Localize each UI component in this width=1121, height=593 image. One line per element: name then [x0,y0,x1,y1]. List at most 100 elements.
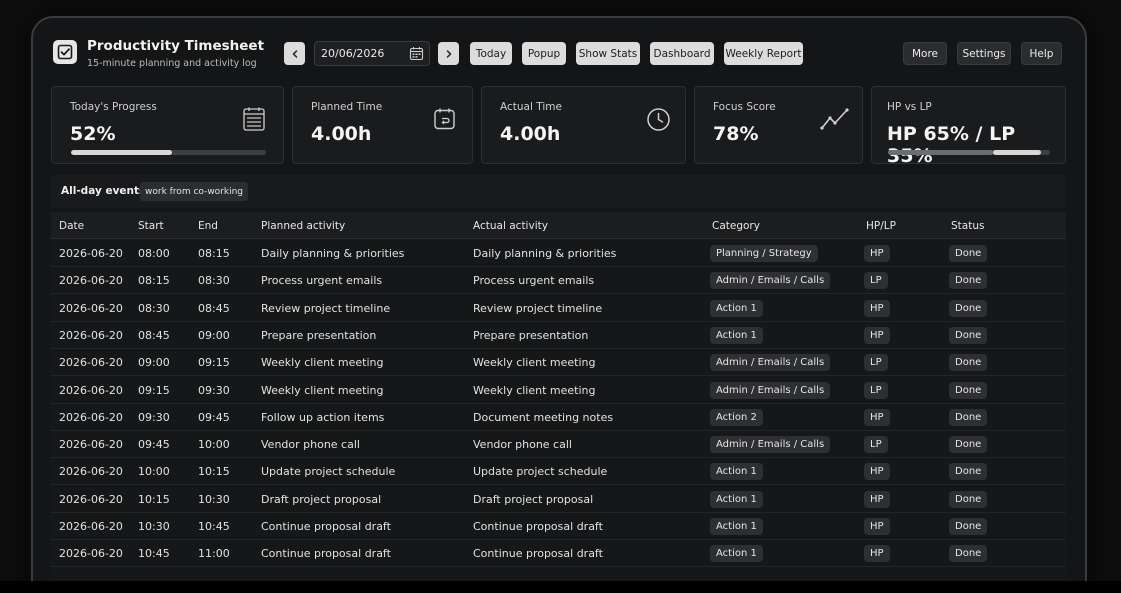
table-row[interactable]: 2026-06-20 08:00 08:15 Daily planning & pri… [51,240,1066,267]
table-row[interactable]: 2026-06-20 10:30 10:45 Continue proposal dr… [51,513,1066,540]
cell-date: 2026-06-20 [59,410,123,424]
table-row[interactable]: 2026-06-20 09:15 09:30 Weekly client meetin… [51,377,1066,404]
table-row[interactable]: 2026-06-20 08:30 08:45 Review project timel… [51,295,1066,322]
hplp-badge[interactable]: LP [864,436,888,454]
cell-end: 09:00 [198,328,230,342]
status-badge[interactable]: Done [949,463,988,481]
status-badge[interactable]: Done [949,545,988,563]
table-row[interactable]: 2026-06-20 10:00 10:15 Update project sched… [51,458,1066,486]
hp-bar-segment [888,150,994,155]
table-row[interactable]: 2026-06-20 09:00 09:15 Weekly client meetin… [51,349,1066,377]
cell-end: 08:15 [198,247,230,260]
status-badge[interactable]: Done [949,408,988,426]
column-header-actual[interactable]: Actual activity [473,220,548,232]
category-badge[interactable]: Action 1 [710,518,763,535]
status-badge[interactable]: Done [949,381,988,399]
table-row[interactable]: 2026-06-20 10:45 11:00 Continue proposal dr… [51,540,1066,568]
hplp-badge[interactable]: HP [864,490,890,508]
column-header-hplp[interactable]: HP/LP [866,220,896,232]
table-row[interactable]: 2026-06-20 09:30 09:45 Follow up action ite… [51,404,1066,431]
dashboard-button[interactable]: Dashboard [650,42,714,65]
status-badge[interactable]: Done [949,436,988,454]
category-badge[interactable]: Action 2 [710,408,763,426]
weekly-report-button[interactable]: Weekly Report [724,42,803,65]
column-header-start[interactable]: Start [138,220,164,232]
prev-day-button[interactable] [284,42,305,65]
hplp-badge[interactable]: HP [864,299,890,317]
category-badge[interactable]: Planning / Strategy [710,245,818,262]
chevron-left-icon [291,49,297,58]
category-badge[interactable]: Admin / Emails / Calls [710,272,831,290]
hplp-badge[interactable]: HP [864,326,890,344]
cell-actual-activity: Process urgent emails [473,274,595,288]
hplp-badge[interactable]: HP [864,463,890,481]
table-row[interactable]: 2026-06-20 10:15 10:30 Draft project propos… [51,486,1066,513]
actual-time-label: Actual Time [500,101,562,113]
today-button[interactable]: Today [470,42,512,65]
cell-actual-activity: Weekly client meeting [473,356,596,370]
popup-button[interactable]: Popup [522,42,566,65]
cell-planned-activity: Weekly client meeting [261,383,384,397]
hp-vs-lp-value: HP 65% / LP 35% [887,123,1016,167]
hplp-badge[interactable]: LP [864,381,888,399]
help-button[interactable]: Help [1021,42,1062,65]
table-row[interactable]: 2026-06-20 08:45 09:00 Prepare presentation… [51,322,1066,349]
next-day-button[interactable] [438,42,459,65]
cell-planned-activity: Follow up action items [261,410,385,424]
category-badge[interactable]: Action 1 [710,326,763,344]
status-badge[interactable]: Done [949,272,988,290]
progress-bar [71,150,266,155]
column-header-category[interactable]: Category [712,220,760,232]
hplp-badge[interactable]: HP [864,245,890,262]
hplp-badge[interactable]: HP [864,408,890,426]
category-badge[interactable]: Action 1 [710,490,763,508]
category-badge[interactable]: Action 1 [710,299,763,317]
status-badge[interactable]: Done [949,518,988,535]
calendar-icon[interactable] [409,46,424,61]
column-header-status[interactable]: Status [951,220,985,232]
show-stats-button[interactable]: Show Stats [576,42,640,65]
status-badge[interactable]: Done [949,490,988,508]
cell-start: 08:00 [138,247,170,260]
category-badge[interactable]: Admin / Emails / Calls [710,436,831,454]
cell-start: 10:15 [138,492,170,506]
table-row[interactable]: 2026-06-20 09:45 10:00 Vendor phone call Ven… [51,431,1066,459]
settings-button[interactable]: Settings [957,42,1011,65]
planned-time-value: 4.00h [311,123,372,145]
column-header-date[interactable]: Date [59,220,85,232]
focus-score-value: 78% [713,123,759,145]
cell-end: 11:00 [198,547,230,561]
hplp-badge[interactable]: HP [864,518,890,535]
all-day-event-chip[interactable]: work from co-working [140,182,249,201]
hplp-badge[interactable]: HP [864,545,890,563]
category-badge[interactable]: Admin / Emails / Calls [710,381,831,399]
cell-start: 08:30 [138,301,170,315]
calendar-icon [434,108,455,130]
status-badge[interactable]: Done [949,354,988,372]
table-header: Date Start End Planned activity Actual a… [51,212,1066,239]
status-badge[interactable]: Done [949,299,988,317]
cell-date: 2026-06-20 [59,520,123,533]
cell-date: 2026-06-20 [59,301,123,315]
hp-lp-bar [888,150,1050,155]
cell-end: 09:30 [198,383,230,397]
category-badge[interactable]: Action 1 [710,545,763,563]
cell-end: 10:15 [198,465,230,479]
column-header-planned[interactable]: Planned activity [261,220,346,232]
actual-time-card: Actual Time 4.00h [481,86,686,164]
progress-bar-fill [71,150,173,155]
status-badge[interactable]: Done [949,326,988,344]
column-header-end[interactable]: End [198,220,218,232]
cell-start: 09:30 [138,410,170,424]
more-button[interactable]: More [903,42,947,65]
date-input[interactable]: 20/06/2026 [314,41,430,66]
hplp-badge[interactable]: LP [864,354,888,372]
status-badge[interactable]: Done [949,245,988,262]
category-badge[interactable]: Action 1 [710,463,763,481]
hplp-badge[interactable]: LP [864,272,888,290]
category-badge[interactable]: Admin / Emails / Calls [710,354,831,372]
cell-actual-activity: Prepare presentation [473,328,589,342]
cell-planned-activity: Daily planning & priorities [261,247,405,260]
table-row[interactable]: 2026-06-20 08:15 08:30 Process urgent email… [51,267,1066,295]
focus-score-card: Focus Score 78% [694,86,863,164]
